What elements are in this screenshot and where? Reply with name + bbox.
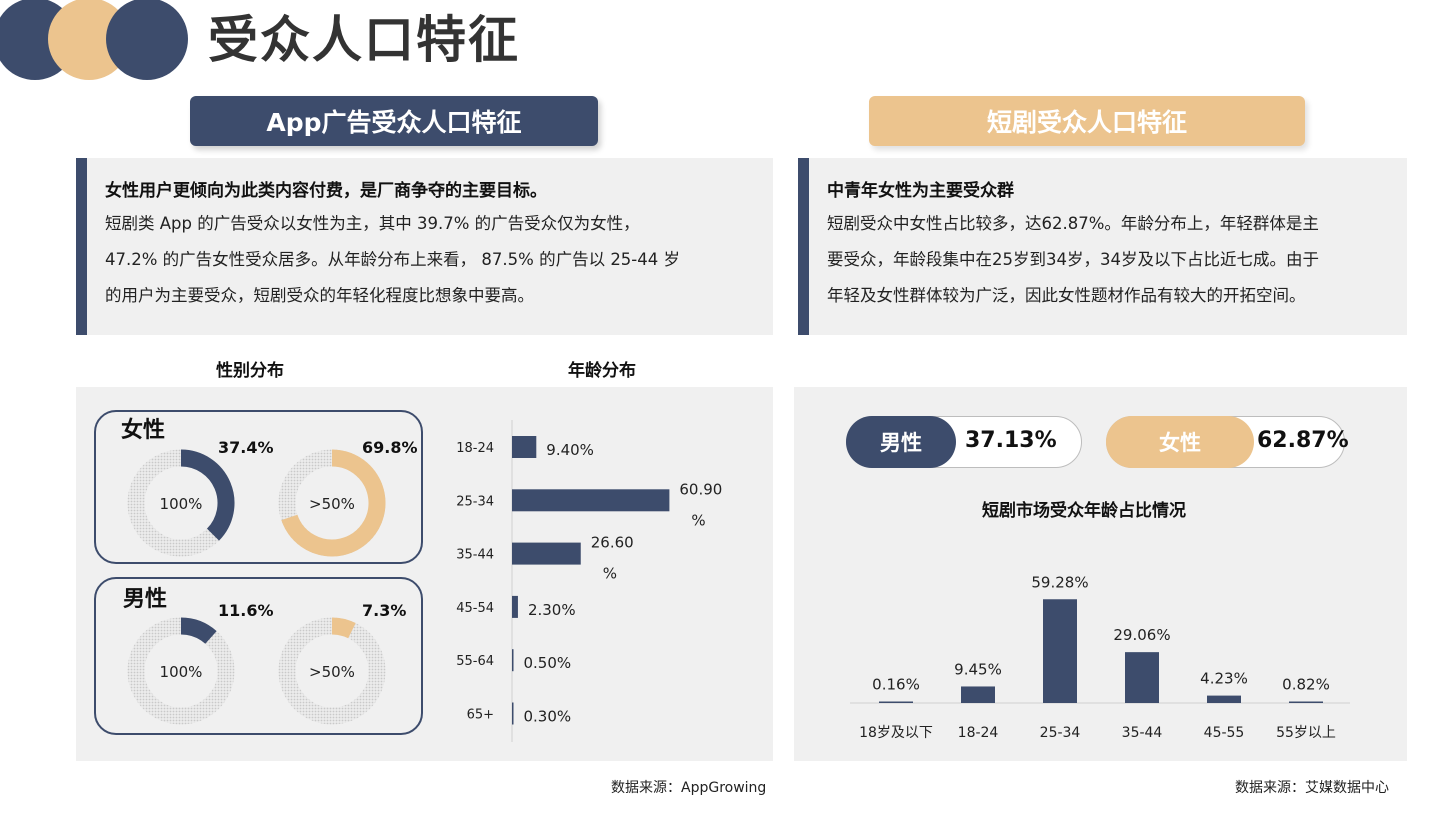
market-bar [1125,652,1159,704]
market-tick-label: 45-55 [1204,725,1245,741]
age-data-label: 0.30% [524,708,572,726]
market-tick-label: 25-34 [1040,725,1081,741]
market-data-label: 59.28% [1031,573,1088,591]
right-section-pill: 短剧受众人口特征 [869,96,1305,146]
market-tick-label: 18岁及以下 [859,725,933,741]
male-stat-pill: 男性 37.13% [846,416,1082,468]
left-desc-line: 的用户为主要受众，短剧受众的年轻化程度比想象中要高。 [105,286,534,305]
page-title: 受众人口特征 [208,11,520,69]
right-desc-line: 要受众，年龄段集中在25岁到34岁，34岁及以下占比近七成。由于 [827,250,1319,269]
age-bar [512,542,581,565]
female-group-label: 女性 [121,418,166,443]
female-stat-value: 62.87% [1257,428,1349,453]
left-desc-line: 短剧类 App 的广告受众以女性为主，其中 39.7% 的广告受众仅为女性， [105,214,640,233]
left-description: 女性用户更倾向为此类内容付费，是厂商争夺的主要目标。 短剧类 App 的广告受众… [76,158,773,335]
market-bar [961,686,995,704]
age-tick-label: 65+ [467,708,494,723]
age-data-label: 26.60 [591,534,634,552]
donut-value-label: 7.3% [362,601,407,620]
market-age-chart-title: 短剧市场受众年龄占比情况 [982,501,1186,521]
donut-center-label: 100% [160,663,203,681]
male-stat-label: 男性 [846,416,956,468]
market-tick-label: 18-24 [958,725,999,741]
market-data-label: 0.82% [1282,676,1330,694]
donut-arc [281,449,386,557]
age-bar [512,649,514,672]
right-desc-head: 中青年女性为主要受众群 [827,181,1014,201]
right-data-source: 数据来源：艾媒数据中心 [1235,780,1389,796]
donut-male-100: 100% [127,617,235,725]
market-tick-label: 35-44 [1122,725,1163,741]
right-description: 中青年女性为主要受众群 短剧受众中女性占比较多，达62.87%。年龄分布上，年轻… [798,158,1407,335]
market-bar [879,701,913,703]
age-data-label: 60.90 [679,480,722,498]
donut-arc [331,617,356,639]
male-group-label: 男性 [123,587,168,612]
age-bar [512,489,670,512]
market-data-label: 29.06% [1113,626,1170,644]
female-stat-pill: 女性 62.87% [1106,416,1349,468]
age-tick-label: 55-64 [456,654,494,669]
age-bar [512,436,537,458]
age-bar [512,595,518,618]
donut-value-label: 37.4% [218,438,274,457]
female-stat-label: 女性 [1106,416,1254,468]
gender-chart-title: 性别分布 [216,361,284,381]
left-desc-head: 女性用户更倾向为此类内容付费，是厂商争夺的主要目标。 [105,181,547,201]
market-bar [1043,599,1077,703]
left-desc-line: 47.2% 的广告女性受众居多。从年龄分布上来看， 87.5% 的广告以 25-… [105,250,681,269]
donut-male-over50: >50% [278,617,386,725]
age-tick-label: 45-54 [456,601,494,616]
age-tick-label: 35-44 [456,548,494,563]
age-bar [512,702,514,725]
right-desc-line: 短剧受众中女性占比较多，达62.87%。年龄分布上，年轻群体是主 [827,214,1319,233]
market-bar [1289,701,1323,703]
age-data-label: 9.40% [546,441,594,459]
market-data-label: 0.16% [872,676,920,694]
male-stat-value: 37.13% [965,428,1057,453]
right-desc-line: 年轻及女性群体较为广泛，因此女性题材作品有较大的开拓空间。 [827,286,1306,305]
age-data-label: % [603,565,617,583]
left-section-pill: App广告受众人口特征 [190,96,598,146]
age-bar-chart: 18-24 9.40% 25-34 60.90% 35-44 26.60% 45-54 2.3… [456,420,722,742]
age-chart-title: 年龄分布 [568,361,636,381]
donut-value-label: 69.8% [362,438,418,457]
market-tick-label: 55岁以上 [1276,725,1336,741]
left-data-source: 数据来源：AppGrowing [611,780,767,796]
decor-circle-3 [106,0,188,80]
age-data-label: % [691,511,705,529]
donut-value-label: 11.6% [218,601,274,620]
donut-center-label: >50% [309,663,355,681]
donut-arc [180,617,217,645]
age-data-label: 0.50% [524,654,572,672]
age-tick-label: 18-24 [456,441,494,456]
age-tick-label: 25-34 [456,494,494,509]
donut-center-label: 100% [160,495,203,513]
market-bar [1207,695,1241,703]
market-data-label: 4.23% [1200,670,1248,688]
market-age-bar-chart: 0.16% 18岁及以下 9.45% 18-24 59.28% 25-34 29.06% 35… [850,573,1350,741]
donut-female-over50: >50% [278,449,386,557]
donut-center-label: >50% [309,495,355,513]
age-data-label: 2.30% [528,601,576,619]
donut-arc [180,449,235,541]
donut-female-100: 100% [127,449,235,557]
market-data-label: 9.45% [954,660,1002,678]
